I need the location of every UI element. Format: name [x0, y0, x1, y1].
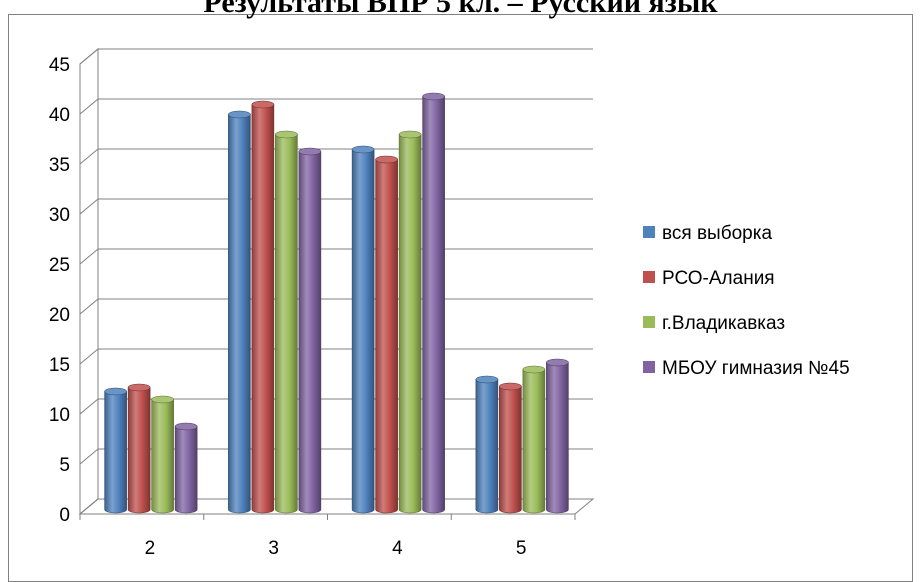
bar	[475, 375, 499, 514]
gridline	[79, 298, 593, 315]
x-tick-label: 4	[392, 538, 403, 559]
legend-item: МБОУ гимназия №45	[643, 358, 850, 379]
legend-swatch	[643, 361, 655, 373]
y-tick-label: 15	[49, 355, 70, 376]
y-tick-label: 10	[49, 405, 70, 426]
gridlines	[79, 48, 593, 515]
gridline	[79, 348, 593, 365]
bar	[174, 422, 198, 514]
legend-item: г.Владикавказ	[643, 313, 785, 334]
plot-left-wall	[79, 47, 99, 516]
y-tick-label: 40	[49, 105, 70, 126]
legend-label: РСО-Алания	[662, 268, 775, 289]
legend-swatch	[643, 316, 655, 328]
y-tick-label: 0	[59, 505, 70, 526]
legend-label: МБОУ гимназия №45	[662, 358, 850, 379]
y-tick-label: 35	[49, 155, 70, 176]
legend-label: вся выборка	[662, 223, 772, 244]
bar	[546, 358, 569, 514]
bar	[251, 100, 275, 514]
bar	[228, 110, 251, 514]
bar	[499, 382, 522, 514]
bar	[151, 395, 174, 514]
bar	[275, 130, 298, 514]
x-tick-label: 3	[268, 538, 279, 559]
gridline	[79, 148, 593, 165]
y-tick-label: 25	[49, 255, 70, 276]
y-tick-label: 45	[49, 55, 70, 76]
legend: вся выборка РСО-Алания г.Владикавказ МБОУ г…	[643, 223, 850, 379]
y-tick-label: 30	[49, 205, 70, 226]
gridline	[79, 248, 593, 265]
bars	[104, 92, 569, 514]
bar	[375, 155, 398, 514]
legend-swatch	[643, 226, 655, 238]
x-tick-label: 2	[145, 538, 156, 559]
y-axis: 0 5 10 15 20 25 30 35 40 45	[49, 55, 70, 526]
bar	[398, 130, 422, 514]
legend-label: г.Владикавказ	[662, 313, 785, 334]
gridline	[79, 48, 593, 65]
bar	[351, 145, 375, 514]
bar	[422, 92, 445, 514]
x-axis: 2 3 4 5	[79, 514, 576, 559]
gridline	[79, 198, 593, 215]
legend-swatch	[643, 271, 655, 283]
y-tick-label: 20	[49, 305, 70, 326]
legend-item: вся выборка	[643, 223, 772, 244]
x-tick-label: 5	[516, 538, 527, 559]
bar	[104, 387, 127, 514]
bar	[127, 383, 151, 514]
legend-item: РСО-Алания	[643, 268, 775, 289]
y-tick-label: 5	[59, 455, 70, 476]
gridline	[79, 98, 593, 115]
chart-title: Результаты ВПР 5 кл. – Русский язык	[203, 0, 718, 19]
bar	[298, 147, 322, 514]
bar	[522, 365, 546, 514]
